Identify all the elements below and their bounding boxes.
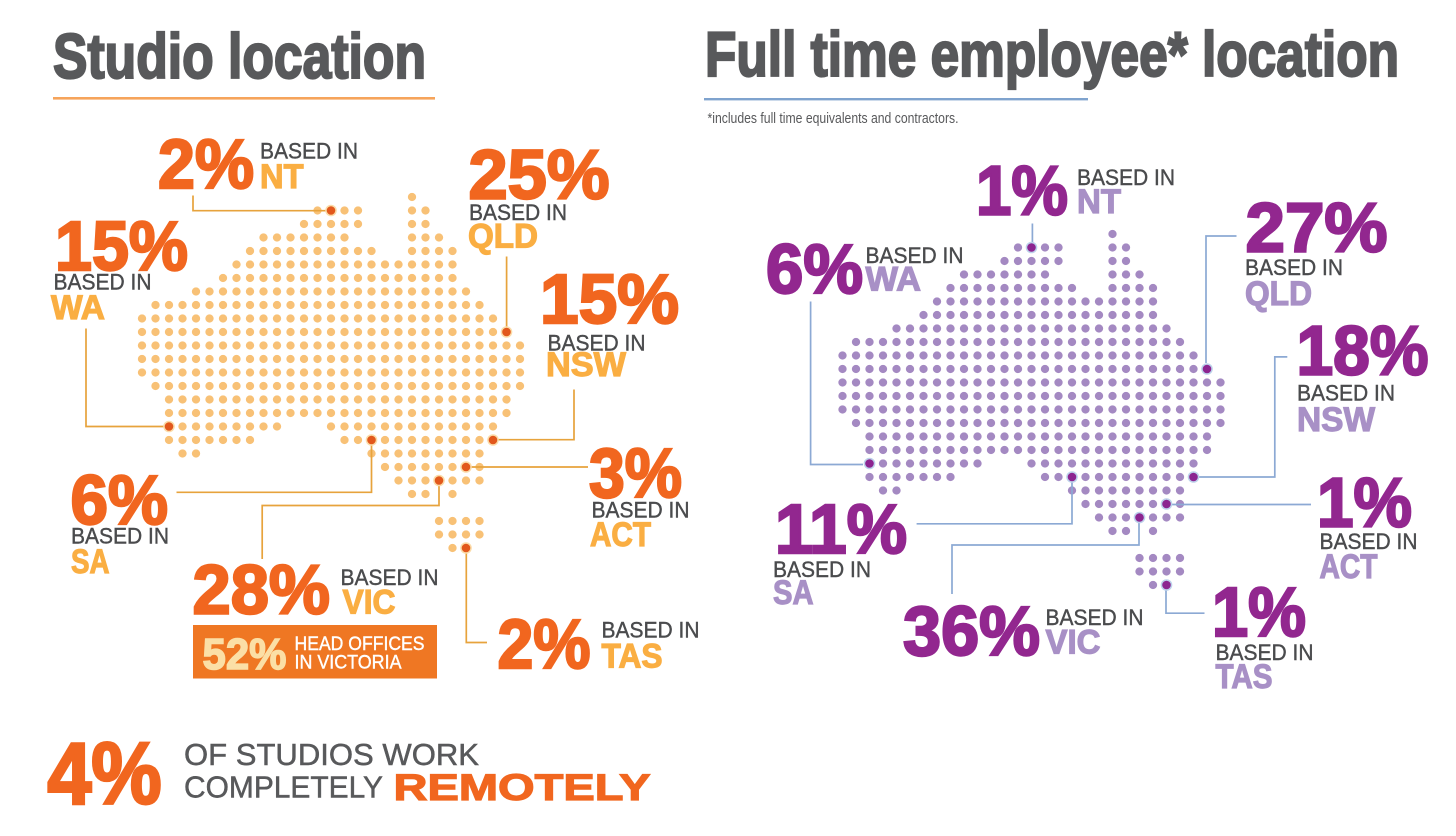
svg-text:BASED IN: BASED IN xyxy=(1320,529,1418,554)
svg-text:6%: 6% xyxy=(766,230,863,308)
svg-text:BASED IN: BASED IN xyxy=(71,523,169,548)
svg-text:BASED IN: BASED IN xyxy=(1046,605,1144,630)
svg-text:NT: NT xyxy=(260,158,304,196)
svg-text:WA: WA xyxy=(866,261,922,299)
svg-text:2%: 2% xyxy=(498,605,591,683)
svg-text:SA: SA xyxy=(71,543,110,581)
svg-text:2%: 2% xyxy=(158,125,254,203)
svg-text:QLD: QLD xyxy=(468,217,538,255)
svg-text:QLD: QLD xyxy=(1245,275,1312,313)
svg-text:4%: 4% xyxy=(48,726,162,823)
svg-text:COMPLETELY: COMPLETELY xyxy=(184,770,383,805)
svg-text:ACT: ACT xyxy=(590,516,651,554)
svg-text:15%: 15% xyxy=(540,260,679,338)
svg-text:1%: 1% xyxy=(976,152,1068,230)
svg-text:*includes full time equivalent: *includes full time equivalents and cont… xyxy=(708,111,959,127)
svg-text:Full time employee* location: Full time employee* location xyxy=(705,20,1399,90)
svg-text:1%: 1% xyxy=(1212,573,1306,651)
svg-text:52%: 52% xyxy=(203,630,287,679)
svg-text:BASED IN: BASED IN xyxy=(548,330,646,355)
svg-text:BASED IN: BASED IN xyxy=(1245,255,1343,280)
svg-text:SA: SA xyxy=(773,574,814,612)
svg-text:NSW: NSW xyxy=(546,346,627,384)
svg-text:IN VICTORIA: IN VICTORIA xyxy=(295,652,402,673)
svg-text:BASED IN: BASED IN xyxy=(469,200,567,225)
svg-text:VIC: VIC xyxy=(343,584,396,622)
svg-text:27%: 27% xyxy=(1246,189,1388,267)
svg-text:36%: 36% xyxy=(903,592,1040,670)
svg-text:3%: 3% xyxy=(589,434,682,512)
svg-text:BASED IN: BASED IN xyxy=(1077,165,1175,190)
svg-text:BASED IN: BASED IN xyxy=(866,243,964,268)
svg-text:BASED IN: BASED IN xyxy=(773,557,871,582)
svg-text:BASED IN: BASED IN xyxy=(54,269,152,294)
svg-text:BASED IN: BASED IN xyxy=(592,497,690,522)
svg-text:6%: 6% xyxy=(71,461,169,539)
svg-text:11%: 11% xyxy=(775,490,907,568)
svg-text:OF STUDIOS WORK: OF STUDIOS WORK xyxy=(184,737,479,772)
svg-text:Studio location: Studio location xyxy=(53,22,426,92)
svg-text:1%: 1% xyxy=(1317,463,1412,541)
svg-text:BASED IN: BASED IN xyxy=(1216,640,1314,665)
svg-text:WA: WA xyxy=(51,289,105,327)
svg-text:15%: 15% xyxy=(55,207,188,285)
svg-text:HEAD OFFICES: HEAD OFFICES xyxy=(295,634,425,655)
svg-text:TAS: TAS xyxy=(1216,658,1273,696)
svg-text:18%: 18% xyxy=(1297,312,1429,390)
svg-text:25%: 25% xyxy=(469,136,610,214)
svg-text:TAS: TAS xyxy=(602,637,663,675)
svg-text:VIC: VIC xyxy=(1046,624,1101,662)
svg-text:NT: NT xyxy=(1077,183,1121,221)
svg-text:REMOTELY: REMOTELY xyxy=(394,766,651,808)
svg-text:28%: 28% xyxy=(193,551,331,629)
svg-text:BASED IN: BASED IN xyxy=(1297,381,1395,406)
svg-text:NSW: NSW xyxy=(1297,401,1376,439)
svg-text:BASED IN: BASED IN xyxy=(341,565,439,590)
svg-text:ACT: ACT xyxy=(1320,548,1378,586)
svg-text:BASED IN: BASED IN xyxy=(602,618,700,643)
svg-text:BASED IN: BASED IN xyxy=(260,139,358,164)
